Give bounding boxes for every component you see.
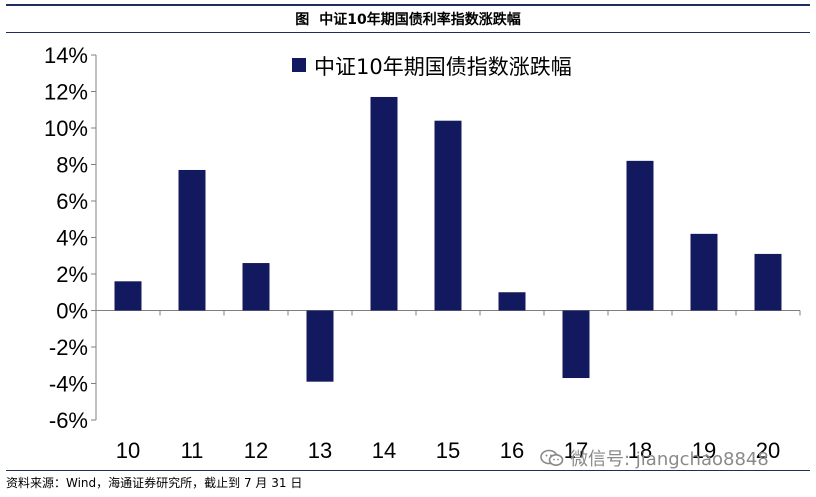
watermark: 微信号: jiangchao8848 [540, 444, 769, 472]
x-tick-label: 12 [244, 438, 268, 463]
figure-title-bar: 图 中证10年期国债利率指数涨跌幅 [6, 4, 810, 33]
y-tick-label: -2% [49, 335, 88, 360]
y-tick-label: 8% [56, 153, 88, 178]
bar [498, 292, 526, 311]
x-tick-label: 16 [500, 438, 524, 463]
figure-title: 中证10年期国债利率指数涨跌幅 [319, 12, 521, 28]
legend-label: 中证10年期国债指数涨跌幅 [314, 55, 572, 79]
x-tick-label: 18 [628, 438, 652, 463]
bar [178, 169, 206, 311]
x-tick-label: 17 [564, 438, 588, 463]
y-tick-label: -4% [49, 372, 88, 397]
bar [626, 160, 654, 311]
bar [562, 310, 590, 379]
x-tick-label: 15 [436, 438, 460, 463]
wechat-icon [540, 449, 564, 467]
bar [690, 233, 718, 311]
watermark-text: 微信号: jiangchao8848 [570, 449, 769, 470]
y-tick-label: 10% [44, 116, 88, 141]
legend-swatch [292, 58, 306, 72]
source-footer: 资料来源：Wind，海通证券研究所，截止到 7 月 31 日 [6, 470, 810, 495]
bar [434, 120, 462, 311]
x-tick-label: 11 [181, 438, 204, 463]
y-tick-label: 6% [56, 189, 88, 214]
y-tick-label: 4% [56, 226, 88, 251]
y-tick-label: -6% [49, 408, 88, 433]
source-note: 资料来源：Wind，海通证券研究所，截止到 7 月 31 日 [6, 476, 303, 490]
bar [370, 96, 398, 311]
x-tick-label: 10 [116, 438, 140, 463]
y-tick-label: 2% [56, 262, 88, 287]
bar [754, 253, 782, 311]
bar [306, 310, 334, 382]
bar-chart: 14% 12% 10% 8% 6% 4% 2% 0% -2% -4% -6% 10 11 12 13 14 15… [44, 43, 801, 463]
y-tick-label: 0% [56, 299, 88, 324]
x-tick-label: 20 [756, 438, 780, 463]
y-tick-label: 14% [44, 43, 88, 68]
bar [242, 263, 270, 311]
legend: 中证10年期国债指数涨跌幅 [292, 55, 572, 79]
x-tick-label: 13 [308, 438, 332, 463]
x-tick-label: 19 [692, 438, 716, 463]
figure-prefix: 图 [295, 12, 310, 28]
x-tick-label: 14 [372, 438, 396, 463]
y-tick-label: 12% [44, 80, 88, 105]
bar [114, 281, 142, 311]
